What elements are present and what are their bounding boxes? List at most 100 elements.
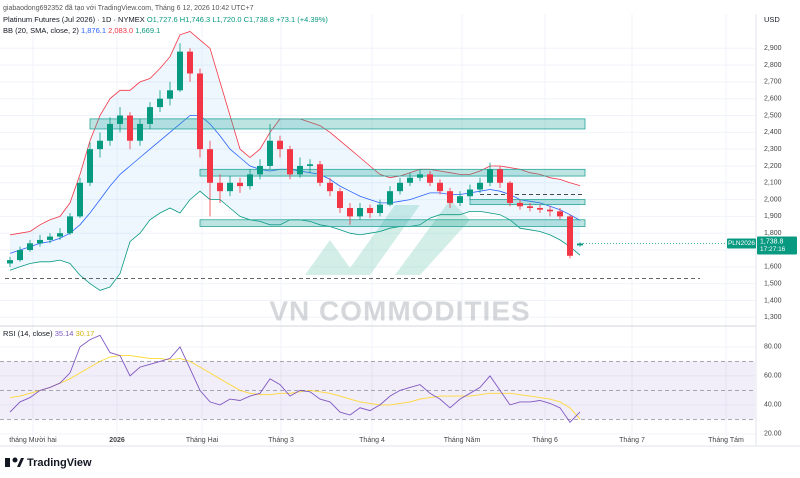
x-tick-label: Tháng 4 [359,437,385,444]
candle-body [507,182,513,203]
currency: USD [764,15,780,24]
candle-body [427,174,433,183]
bb-basis [9,115,581,254]
candle-body [37,239,43,244]
bb-value: 1,876.1 [81,26,106,35]
candle-body [17,250,23,261]
candle-body [347,207,353,217]
bb-label: BB (20, SMA, close, 2) [3,26,79,35]
candle-body [267,140,273,166]
legend-entry: 35.14 [55,329,74,338]
price-tag-label: 1,738.8 [760,238,783,245]
ohlc: C1,738.8 [244,15,274,24]
candle-body [407,177,413,183]
candle-body [567,216,573,256]
candle-body [307,164,313,166]
symbol: Platinum Futures (Jul 2026) · 1D · NYMEX [3,15,145,24]
x-tick-label: Tháng 6 [532,437,558,444]
zone [199,219,586,227]
candle-body [87,149,93,183]
ohlc: L1,720.0 [212,15,241,24]
candle-body [57,233,63,237]
x-tick-label: Tháng 3 [268,437,294,444]
candle-body [197,73,203,150]
y-tick-label: 1,600 [764,264,782,271]
price-tag [757,236,797,255]
ohlc: O1,727.6 [147,15,178,24]
candle-body [367,207,373,214]
candle-body [517,202,523,207]
y-tick-label: 2,100 [764,180,782,187]
candle-body [547,209,553,212]
candle-body [377,204,383,214]
y-tick-label: 2,500 [764,112,782,119]
zone [469,199,586,206]
candle-body [437,182,443,192]
y-tick-label: 2,200 [764,163,782,170]
x-tick-label: Tháng Hai [186,437,219,444]
candle-body [127,115,133,141]
candle-body [387,191,393,205]
x-tick-label: tháng Mười hai [9,437,57,444]
logo-shape [395,200,470,275]
candle-body [207,149,213,183]
attribution: giabaodong692352 đã tạo với TradingView.… [3,5,254,12]
y-tick-label: 2,800 [764,62,782,69]
candle-body [447,191,453,203]
legend-bb: BB (20, SMA, close, 2) 1,876.1 2,083.0 1… [3,26,160,35]
logo-shape [305,240,355,275]
y-tick-label: 1,300 [764,314,782,321]
candle-body [527,206,533,208]
candle-body [187,51,193,74]
y-tick-label: 40.00 [764,402,782,409]
ohlc: H1,746.3 [180,15,210,24]
candle-body [97,140,103,150]
candle-body [297,165,303,175]
band-fill [10,31,580,291]
x-tick-label: Tháng Tám [708,437,744,444]
y-tick-label: 80.00 [764,344,782,351]
rsi-line [9,334,581,424]
y-tick-label: 2,600 [764,96,782,103]
y-tick-label: 1,800 [764,230,782,237]
candle-body [167,90,173,99]
candle-body [577,243,583,246]
brand-logo [12,457,18,463]
y-tick-label: 1,900 [764,213,782,220]
y-tick-label: 1,400 [764,297,782,304]
candle-body [227,182,233,192]
legend-rsi: RSI (14, close) 35.14 30.17 [3,329,94,338]
y-tick-label: 2,400 [764,129,782,136]
y-tick-label: 20.00 [764,431,782,438]
x-tick-label: 2026 [109,437,125,444]
brand: TradingView [27,457,92,469]
candle-body [277,140,283,150]
candle-body [47,236,53,240]
x-tick-label: Tháng 7 [619,437,645,444]
candle-body [137,123,143,141]
y-tick-label: 2,300 [764,146,782,153]
candle-body [147,107,153,124]
change: +73.1 (+4.39%) [276,15,328,24]
watermark-text: VN COMMODITIES [269,295,530,326]
bb-value: 1,669.1 [135,26,160,35]
y-tick-label: 60.00 [764,373,782,380]
candle-body [157,98,163,108]
candle-body [317,164,323,183]
rsi-label: RSI (14, close) [3,329,53,338]
candle-body [557,211,563,217]
candle-body [397,182,403,192]
candle-body [327,182,333,192]
candle-body [287,149,293,175]
candle-body [457,196,463,203]
logo-shape [345,205,420,275]
candle-body [107,123,113,141]
candle-body [337,191,343,208]
candle-body [487,169,493,183]
rsi-band [0,361,755,420]
y-tick-label: 2,700 [764,79,782,86]
zone [199,168,586,177]
candle-body [497,169,503,183]
legend-price: Platinum Futures (Jul 2026) · 1D · NYMEX… [3,15,328,24]
candle-body [217,182,223,192]
